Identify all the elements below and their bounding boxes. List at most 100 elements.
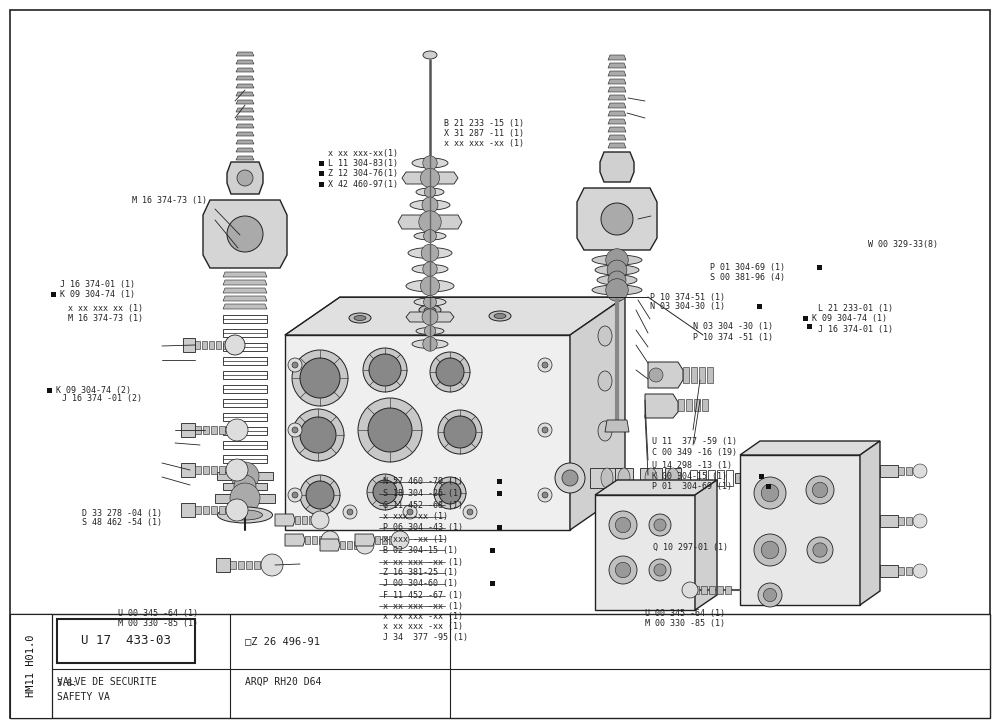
Circle shape xyxy=(601,203,633,235)
Circle shape xyxy=(649,559,671,581)
Text: x xx xxx -xx (1): x xx xxx -xx (1) xyxy=(383,622,463,631)
Text: U 00 345 -64 (1): U 00 345 -64 (1) xyxy=(645,609,725,618)
Polygon shape xyxy=(402,172,458,184)
Polygon shape xyxy=(305,536,310,544)
Polygon shape xyxy=(203,506,209,514)
Ellipse shape xyxy=(423,51,437,59)
Polygon shape xyxy=(236,132,254,136)
Ellipse shape xyxy=(598,371,612,391)
Polygon shape xyxy=(608,79,626,84)
Polygon shape xyxy=(236,60,254,64)
Text: x xx xxx-xx(1): x xx xxx-xx(1) xyxy=(328,149,398,158)
Ellipse shape xyxy=(595,265,639,275)
Circle shape xyxy=(763,588,777,601)
Ellipse shape xyxy=(416,188,444,196)
Circle shape xyxy=(421,244,439,262)
Ellipse shape xyxy=(598,421,612,441)
Polygon shape xyxy=(694,399,700,411)
Circle shape xyxy=(538,423,552,437)
Text: D 33 278 -04 (1): D 33 278 -04 (1) xyxy=(82,509,162,518)
Text: B 02 304-15 (1): B 02 304-15 (1) xyxy=(383,546,458,555)
Circle shape xyxy=(740,473,750,483)
Polygon shape xyxy=(236,140,254,144)
Bar xyxy=(490,548,494,553)
Polygon shape xyxy=(236,108,254,112)
Polygon shape xyxy=(382,536,387,544)
Circle shape xyxy=(615,518,631,533)
Circle shape xyxy=(288,423,302,437)
Circle shape xyxy=(606,249,628,272)
Polygon shape xyxy=(236,52,254,56)
Circle shape xyxy=(424,325,436,336)
Text: U 00 345 -64 (1): U 00 345 -64 (1) xyxy=(118,609,198,618)
Polygon shape xyxy=(608,63,626,68)
Polygon shape xyxy=(375,536,380,544)
Circle shape xyxy=(761,484,779,502)
Circle shape xyxy=(292,492,298,498)
Text: SAFETY VA: SAFETY VA xyxy=(57,692,110,702)
Circle shape xyxy=(225,335,245,355)
Text: Z 16 381-25 (1): Z 16 381-25 (1) xyxy=(383,569,458,577)
Ellipse shape xyxy=(349,313,371,323)
Text: J 16 374-01 (1): J 16 374-01 (1) xyxy=(818,325,893,333)
Polygon shape xyxy=(217,472,273,480)
Polygon shape xyxy=(181,503,195,517)
Polygon shape xyxy=(898,517,904,525)
Text: B 21 233 -15 (1): B 21 233 -15 (1) xyxy=(444,119,524,127)
Text: J 00 304-60 (1): J 00 304-60 (1) xyxy=(383,579,458,588)
Circle shape xyxy=(913,514,927,528)
Polygon shape xyxy=(898,567,904,575)
Text: L 11 304-83(1): L 11 304-83(1) xyxy=(328,159,398,168)
Circle shape xyxy=(609,556,637,584)
Text: x xx xxx -xx (1): x xx xxx -xx (1) xyxy=(383,602,463,611)
Polygon shape xyxy=(195,341,200,349)
Ellipse shape xyxy=(410,200,450,210)
Bar xyxy=(318,182,324,186)
Polygon shape xyxy=(215,494,275,503)
Polygon shape xyxy=(914,517,920,525)
Text: X 42 460-97(1): X 42 460-97(1) xyxy=(328,180,398,189)
Polygon shape xyxy=(880,515,898,527)
Polygon shape xyxy=(595,495,695,610)
Polygon shape xyxy=(717,586,723,594)
Polygon shape xyxy=(701,586,707,594)
Polygon shape xyxy=(590,468,625,488)
Bar xyxy=(10,614,990,718)
Text: x xxx -xx (1): x xxx -xx (1) xyxy=(383,535,448,544)
Circle shape xyxy=(422,309,438,325)
Polygon shape xyxy=(216,341,221,349)
Polygon shape xyxy=(914,467,920,475)
Polygon shape xyxy=(236,124,254,128)
Bar xyxy=(496,526,502,530)
Text: L 21 233-01 (1): L 21 233-01 (1) xyxy=(818,304,893,313)
Text: U 14 298 -13 (1): U 14 298 -13 (1) xyxy=(652,461,732,470)
Circle shape xyxy=(363,348,407,392)
Bar xyxy=(759,474,764,478)
Polygon shape xyxy=(223,280,267,285)
Ellipse shape xyxy=(592,255,642,265)
Circle shape xyxy=(424,186,436,197)
Polygon shape xyxy=(693,586,699,594)
Polygon shape xyxy=(216,558,230,572)
Circle shape xyxy=(368,408,412,452)
Polygon shape xyxy=(735,473,755,483)
Circle shape xyxy=(234,475,256,497)
Polygon shape xyxy=(236,68,254,72)
Polygon shape xyxy=(219,466,225,474)
Circle shape xyxy=(608,271,626,289)
Circle shape xyxy=(367,474,403,510)
Circle shape xyxy=(542,427,548,433)
Polygon shape xyxy=(219,506,225,514)
Text: K 09 304-74 (1): K 09 304-74 (1) xyxy=(812,314,887,323)
Polygon shape xyxy=(608,135,626,140)
Polygon shape xyxy=(223,304,267,309)
Circle shape xyxy=(654,564,666,576)
Polygon shape xyxy=(906,467,912,475)
Ellipse shape xyxy=(424,307,436,312)
Polygon shape xyxy=(211,506,217,514)
Polygon shape xyxy=(398,215,462,229)
Circle shape xyxy=(424,229,436,242)
Ellipse shape xyxy=(412,158,448,168)
Polygon shape xyxy=(236,156,254,160)
Circle shape xyxy=(423,262,437,276)
